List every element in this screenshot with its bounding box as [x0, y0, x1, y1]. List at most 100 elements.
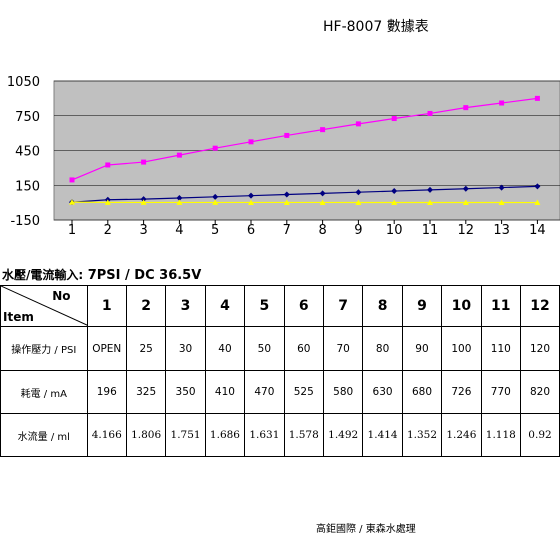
data-point	[462, 199, 469, 206]
column-header-no: No	[52, 289, 71, 303]
table-row: 耗電 / mA 196 325 350 410 470 525 580 630 680 726 770…	[0, 370, 560, 414]
table-cell: 100	[441, 326, 482, 371]
x-tick-label: 9	[354, 223, 362, 238]
table-row: 操作壓力 / PSI OPEN 25 30 40 50 60 70 80 90 100 110 120	[0, 326, 560, 371]
column-header: 12	[520, 285, 560, 327]
x-tick-label: 13	[493, 223, 510, 238]
table-row: 水流量 / ml 4.166 1.806 1.751 1.686 1.631 1.578 1.…	[0, 413, 560, 457]
table-cell: 1.352	[401, 413, 443, 457]
y-tick-label: 1050	[7, 75, 40, 90]
data-point	[140, 199, 147, 205]
x-tick-label: 3	[139, 223, 147, 238]
table-cell: 60	[283, 326, 324, 371]
data-point	[427, 110, 433, 116]
data-point	[319, 190, 326, 197]
data-point	[248, 139, 254, 145]
column-header: 6	[283, 285, 324, 327]
column-header: 7	[322, 285, 364, 327]
row-label: 耗電 / mA	[0, 370, 88, 414]
data-table: No Item 1 2 3 4 5 6 7 8 9 10 11 12 操作壓力 / PSI OPEN 25…	[0, 285, 560, 457]
x-tick-label: 1	[68, 223, 76, 238]
data-point	[391, 199, 398, 205]
x-tick-label: 14	[529, 223, 546, 238]
data-point	[534, 95, 540, 101]
series-line	[71, 185, 538, 203]
column-header: 5	[244, 285, 285, 327]
table-cell: 1.118	[480, 413, 522, 457]
table-cell: 1.578	[283, 413, 324, 457]
data-point	[355, 189, 362, 196]
data-point	[498, 184, 505, 191]
table-cell: 196	[86, 370, 127, 414]
data-point	[499, 100, 505, 106]
table-cell: 80	[362, 326, 403, 371]
data-point	[248, 199, 254, 205]
data-point	[248, 192, 254, 199]
table-cell: 1.631	[244, 413, 285, 457]
data-point	[355, 199, 362, 205]
x-tick-label: 11	[422, 223, 439, 238]
row-label: 水流量 / ml	[0, 413, 88, 457]
table-cell: 25	[125, 326, 167, 371]
row-header-item: Item	[3, 310, 34, 324]
table-cell: 40	[204, 326, 246, 371]
data-point	[212, 193, 219, 200]
series-line	[71, 97, 538, 181]
column-header: 4	[204, 285, 246, 327]
data-point	[534, 199, 541, 206]
table-cell: 1.492	[322, 413, 364, 457]
table-cell: 630	[362, 370, 403, 414]
table-cell: 525	[283, 370, 324, 414]
table-cell: 1.806	[125, 413, 167, 457]
data-point	[104, 199, 111, 205]
table-cell: 1.751	[165, 413, 206, 457]
data-point	[320, 127, 326, 133]
table-cell: 820	[520, 370, 560, 414]
table-cell: OPEN	[86, 326, 127, 371]
data-point	[141, 159, 147, 165]
table-cell: 0.92	[520, 413, 560, 457]
data-point	[69, 199, 75, 205]
table-cell: 110	[480, 326, 522, 371]
data-point	[427, 199, 433, 205]
column-header: 10	[441, 285, 482, 327]
table-header-row: No Item 1 2 3 4 5 6 7 8 9 10 11 12	[0, 285, 560, 327]
table-cell: 4.166	[86, 413, 127, 457]
chart-title: HF-8007 數據表	[323, 19, 429, 35]
table-cell: 726	[441, 370, 482, 414]
data-point	[69, 177, 75, 183]
data-point	[319, 199, 326, 205]
table-cell: 325	[125, 370, 167, 414]
data-point	[427, 186, 433, 193]
data-point	[176, 199, 183, 205]
data-point	[176, 194, 183, 201]
table-cell: 1.686	[204, 413, 246, 457]
column-header: 9	[401, 285, 443, 327]
column-header: 2	[125, 285, 167, 327]
table-corner-cell: No Item	[0, 285, 88, 327]
column-header: 11	[480, 285, 522, 327]
table-cell: 770	[480, 370, 522, 414]
data-point	[283, 199, 290, 205]
row-label: 操作壓力 / PSI	[0, 326, 88, 371]
x-tick-label: 10	[386, 223, 403, 238]
x-tick-label: 5	[211, 223, 219, 238]
data-point	[391, 116, 397, 122]
data-point	[391, 188, 398, 195]
data-point	[534, 183, 541, 190]
table-cell: 410	[204, 370, 246, 414]
input-condition-value: 7PSI / DC 36.5V	[87, 268, 202, 283]
data-point	[498, 199, 505, 206]
x-tick-label: 8	[318, 223, 326, 238]
data-point	[140, 196, 147, 203]
x-tick-label: 4	[175, 223, 183, 238]
table-cell: 70	[322, 326, 364, 371]
x-tick-label: 6	[247, 223, 255, 238]
column-header: 1	[86, 285, 127, 327]
input-condition-label: 水壓/電流輸入:	[2, 268, 84, 282]
table-cell: 350	[165, 370, 206, 414]
data-point	[212, 199, 219, 205]
table-cell: 580	[322, 370, 364, 414]
y-tick-label: 750	[15, 110, 40, 125]
data-point	[283, 191, 290, 198]
